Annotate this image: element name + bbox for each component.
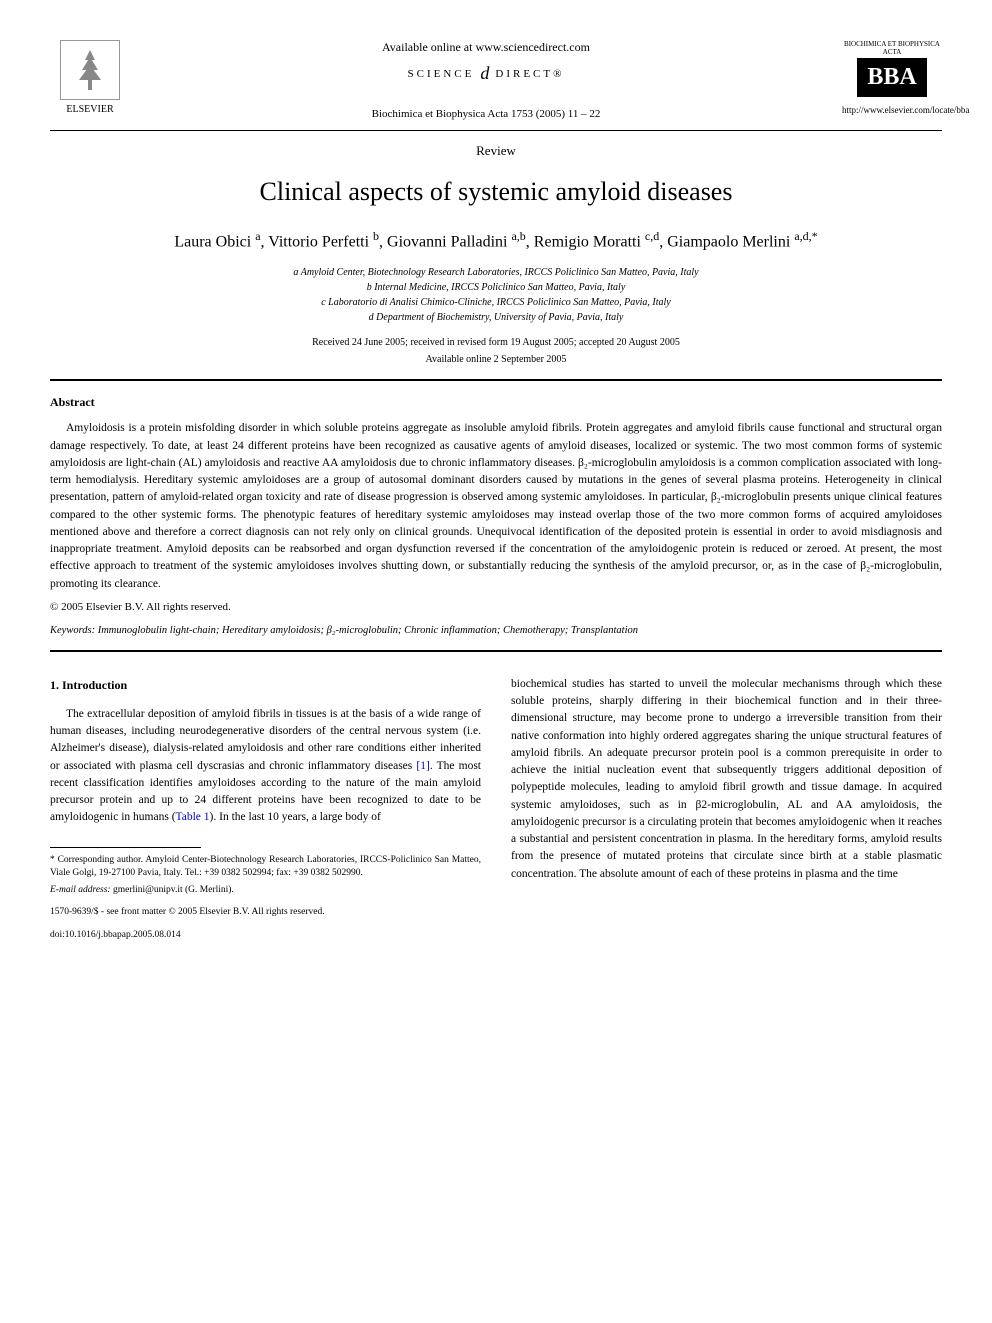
sd-at-icon: d: [480, 63, 489, 84]
bba-subtitle: BIOCHIMICA ET BIOPHYSICA ACTA: [842, 40, 942, 56]
affiliation-a: a Amyloid Center, Biotechnology Research…: [50, 265, 942, 280]
tree-icon: [65, 45, 115, 95]
header-row: ELSEVIER Available online at www.science…: [50, 40, 942, 120]
ref-link-1[interactable]: [1]: [416, 760, 429, 772]
abstract-top-divider: [50, 379, 942, 381]
sd-right: DIRECT®: [495, 68, 564, 80]
doi-line: doi:10.1016/j.bbapap.2005.08.014: [50, 928, 481, 942]
header-divider: [50, 130, 942, 131]
affiliations: a Amyloid Center, Biotechnology Research…: [50, 265, 942, 325]
intro-heading: 1. Introduction: [50, 676, 481, 694]
left-column: 1. Introduction The extracellular deposi…: [50, 676, 481, 942]
abstract-bottom-divider: [50, 650, 942, 652]
bba-url: http://www.elsevier.com/locate/bba: [842, 105, 942, 115]
available-date: Available online 2 September 2005: [50, 354, 942, 365]
bba-box: BBA: [857, 58, 926, 97]
corresponding-author-footnote: * Corresponding author. Amyloid Center-B…: [50, 854, 481, 881]
article-title: Clinical aspects of systemic amyloid dis…: [50, 177, 942, 207]
intro-text-post: ). In the last 10 years, a large body of: [210, 811, 381, 823]
body-columns: 1. Introduction The extracellular deposi…: [50, 676, 942, 942]
intro-paragraph-1: The extracellular deposition of amyloid …: [50, 706, 481, 827]
bba-logo: BIOCHIMICA ET BIOPHYSICA ACTA BBA http:/…: [842, 40, 942, 115]
copyright-line: © 2005 Elsevier B.V. All rights reserved…: [50, 601, 942, 613]
elsevier-logo: ELSEVIER: [50, 40, 130, 115]
abstract-text: Amyloidosis is a protein misfolding diso…: [50, 420, 942, 593]
table-link-1[interactable]: Table 1: [176, 811, 210, 823]
keywords-line: Keywords: Immunoglobulin light-chain; He…: [50, 625, 942, 636]
issn-line: 1570-9639/$ - see front matter © 2005 El…: [50, 905, 481, 919]
authors-list: Laura Obici a, Vittorio Perfetti b, Giov…: [50, 229, 942, 251]
affiliation-c: c Laboratorio di Analisi Chimico-Clinich…: [50, 295, 942, 310]
elsevier-tree-icon: [60, 40, 120, 100]
sciencedirect-logo: SCIENCE d DIRECT®: [408, 63, 565, 84]
available-online-text: Available online at www.sciencedirect.co…: [150, 40, 822, 55]
center-header: Available online at www.sciencedirect.co…: [130, 40, 842, 120]
email-footnote: E-mail address: gmerlini@unipv.it (G. Me…: [50, 884, 481, 897]
abstract-heading: Abstract: [50, 395, 942, 410]
affiliation-d: d Department of Biochemistry, University…: [50, 310, 942, 325]
document-type: Review: [50, 143, 942, 159]
email-value: gmerlini@unipv.it (G. Merlini).: [113, 885, 234, 895]
right-column-paragraph: biochemical studies has started to unvei…: [511, 676, 942, 883]
sd-left: SCIENCE: [408, 68, 475, 80]
email-label: E-mail address:: [50, 885, 111, 895]
right-column: biochemical studies has started to unvei…: [511, 676, 942, 942]
journal-reference: Biochimica et Biophysica Acta 1753 (2005…: [150, 108, 822, 120]
elsevier-label: ELSEVIER: [50, 104, 130, 115]
affiliation-b: b Internal Medicine, IRCCS Policlinico S…: [50, 280, 942, 295]
footnote-separator: [50, 847, 201, 848]
received-dates: Received 24 June 2005; received in revis…: [50, 337, 942, 348]
